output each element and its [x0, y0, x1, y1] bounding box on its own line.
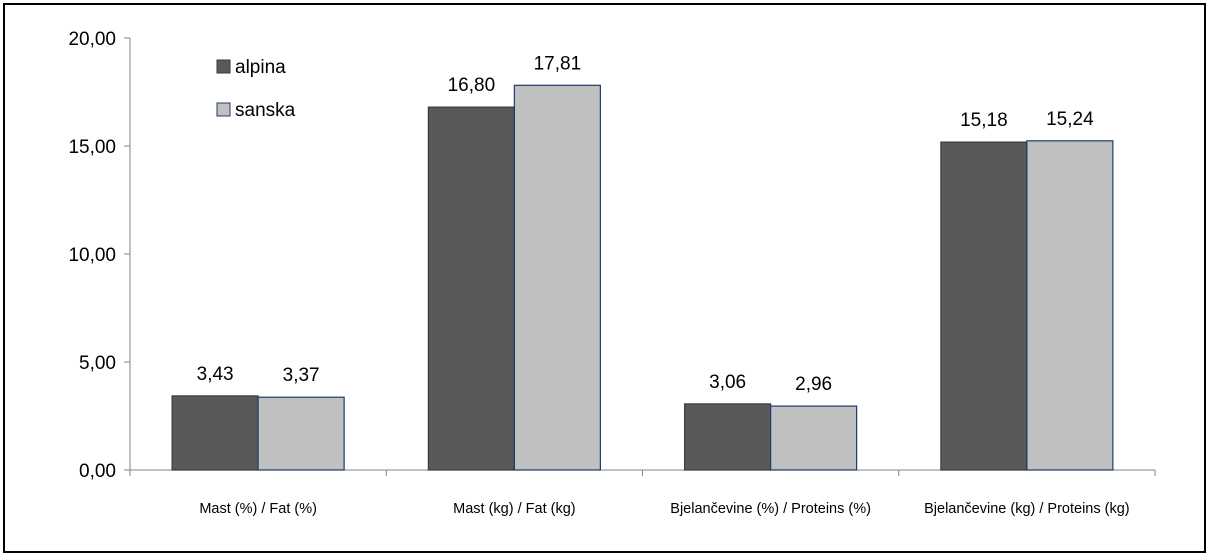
- legend-label-sanska: sanska: [235, 100, 296, 121]
- data-label: 17,81: [534, 53, 582, 74]
- bars: [171, 84, 1114, 471]
- data-label: 3,06: [709, 372, 746, 393]
- y-tick-label: 0,00: [79, 461, 116, 482]
- bar-chart: 0,00 5,00 10,00 15,00 20,00 Mast (%) / Fat (…: [68, 29, 1156, 517]
- data-label: 2,96: [795, 374, 832, 395]
- x-axis: Mast (%) / Fat (%) Mast (kg) / Fat (kg) Bj…: [129, 469, 1156, 517]
- bar-sanska: [1026, 140, 1114, 471]
- bar-sanska: [770, 405, 858, 471]
- bar-alpina: [171, 395, 259, 471]
- x-tick-label: Bjelančevine (kg) / Proteins (kg): [924, 501, 1130, 517]
- bar-alpina: [684, 403, 772, 471]
- x-tick-label: Mast (kg) / Fat (kg): [453, 501, 575, 517]
- bar-alpina: [427, 106, 515, 471]
- x-tick-label: Bjelančevine (%) / Proteins (%): [670, 501, 871, 517]
- legend-swatch-alpina: [216, 59, 231, 74]
- y-tick-label: 5,00: [79, 353, 116, 374]
- data-labels: 3,43 16,80 3,06 15,18 3,37 17,81 2,96 15,24: [197, 53, 1094, 395]
- chart-frame: 0,00 5,00 10,00 15,00 20,00 Mast (%) / Fat (…: [3, 3, 1206, 553]
- y-axis: 0,00 5,00 10,00 15,00 20,00: [68, 29, 131, 482]
- data-label: 16,80: [448, 75, 496, 96]
- data-label: 3,43: [197, 364, 234, 385]
- data-label: 15,24: [1046, 109, 1094, 130]
- legend-label-alpina: alpina: [235, 57, 286, 78]
- data-label: 15,18: [960, 110, 1008, 131]
- bar-sanska: [513, 84, 601, 471]
- legend-swatch-sanska: [216, 102, 231, 117]
- y-tick-label: 15,00: [68, 137, 116, 158]
- bar-alpina: [940, 141, 1028, 471]
- y-tick-label: 10,00: [68, 245, 116, 266]
- data-label: 3,37: [283, 365, 320, 386]
- legend: alpina sanska: [216, 57, 296, 121]
- x-tick-label: Mast (%) / Fat (%): [199, 501, 317, 517]
- y-tick-label: 20,00: [68, 29, 116, 50]
- bar-sanska: [257, 396, 345, 471]
